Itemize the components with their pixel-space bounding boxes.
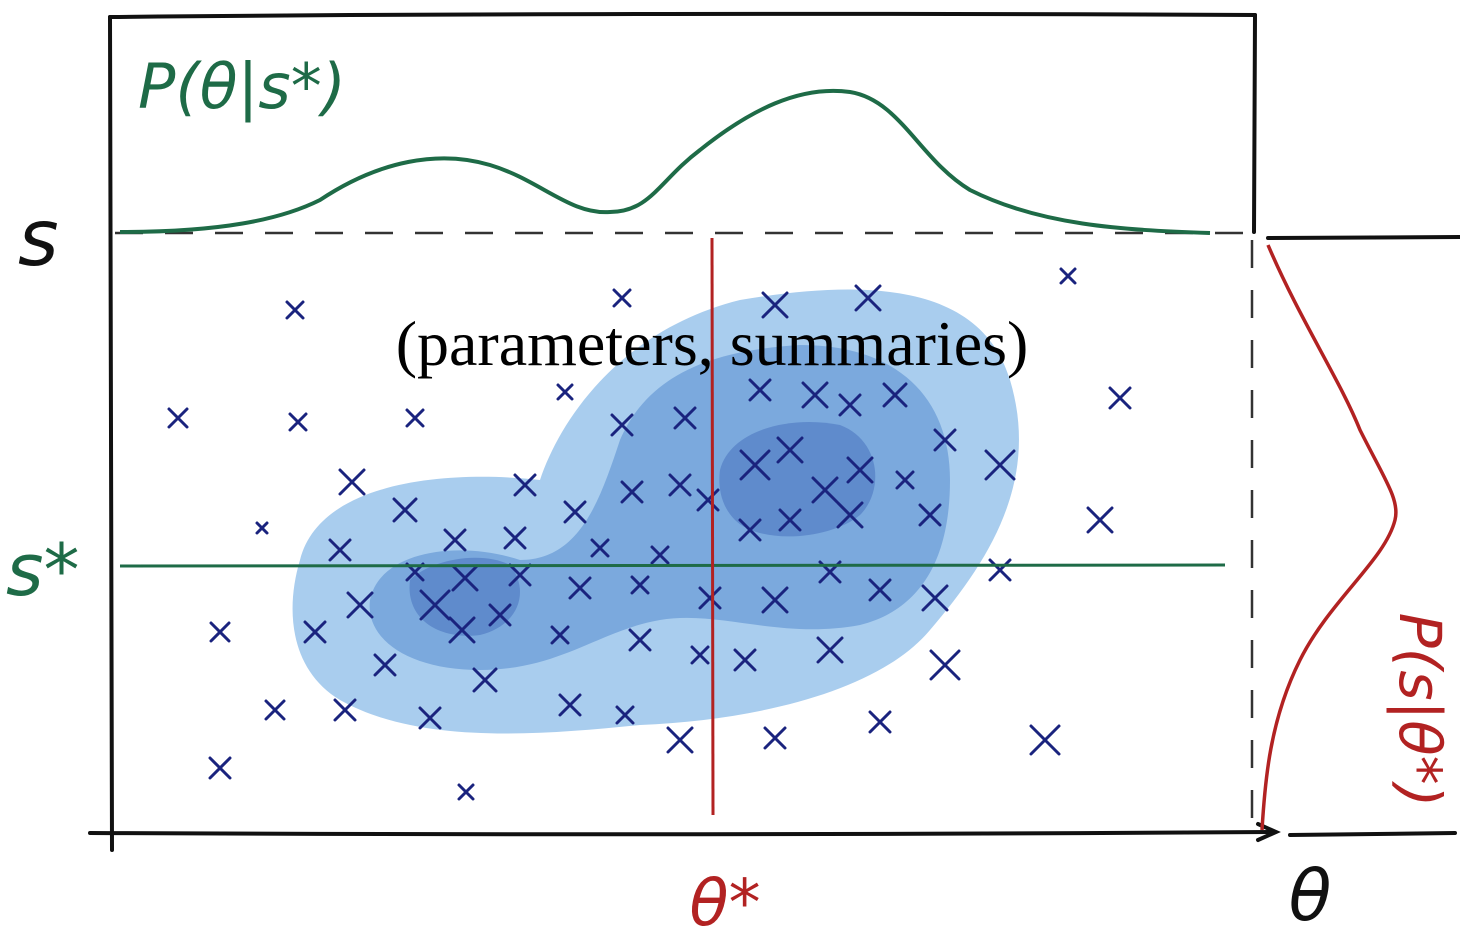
sample-cross	[407, 410, 423, 426]
likelihood-curve	[1262, 245, 1396, 830]
right-panel-top	[1268, 237, 1460, 238]
sample-cross	[1061, 269, 1075, 283]
sample-cross	[210, 758, 230, 778]
right-border	[1254, 15, 1255, 232]
sample-cross	[459, 785, 473, 799]
sample-cross	[266, 701, 284, 719]
observed-summary-line	[120, 565, 1225, 566]
sample-cross	[668, 728, 692, 752]
sample-cross	[614, 290, 630, 306]
sample-cross	[990, 560, 1010, 580]
likelihood-label: P(s|θ*)	[1386, 613, 1454, 807]
top-border	[110, 14, 1255, 17]
posterior-label: P(θ|s*)	[138, 50, 346, 124]
left-axis	[110, 17, 112, 850]
observed-summary-label: s*	[6, 528, 80, 612]
sample-cross	[1031, 726, 1059, 754]
sample-cross	[870, 712, 890, 732]
parameter-axis-label: θ	[1289, 855, 1332, 936]
sample-cross	[1110, 388, 1130, 408]
right-panel-axis	[1290, 833, 1455, 835]
sample-cross	[340, 470, 364, 494]
sample-cross	[211, 623, 229, 641]
summary-axis-label: s	[18, 194, 59, 284]
sample-cross	[931, 651, 959, 679]
sample-cross	[765, 728, 785, 748]
sample-cross	[335, 700, 355, 720]
sample-cross	[169, 409, 187, 427]
joint-label: (parameters, summaries)	[396, 308, 1029, 379]
sample-cross	[290, 414, 306, 430]
true-parameter-label: θ*	[689, 867, 760, 936]
bottom-axis	[90, 832, 1272, 834]
sample-cross	[1088, 508, 1112, 532]
diagram: P(θ|s*) s s* (parameters, summaries) θ* …	[0, 0, 1460, 936]
sample-cross	[257, 523, 267, 533]
sample-cross	[558, 385, 572, 399]
sample-cross	[287, 302, 303, 318]
